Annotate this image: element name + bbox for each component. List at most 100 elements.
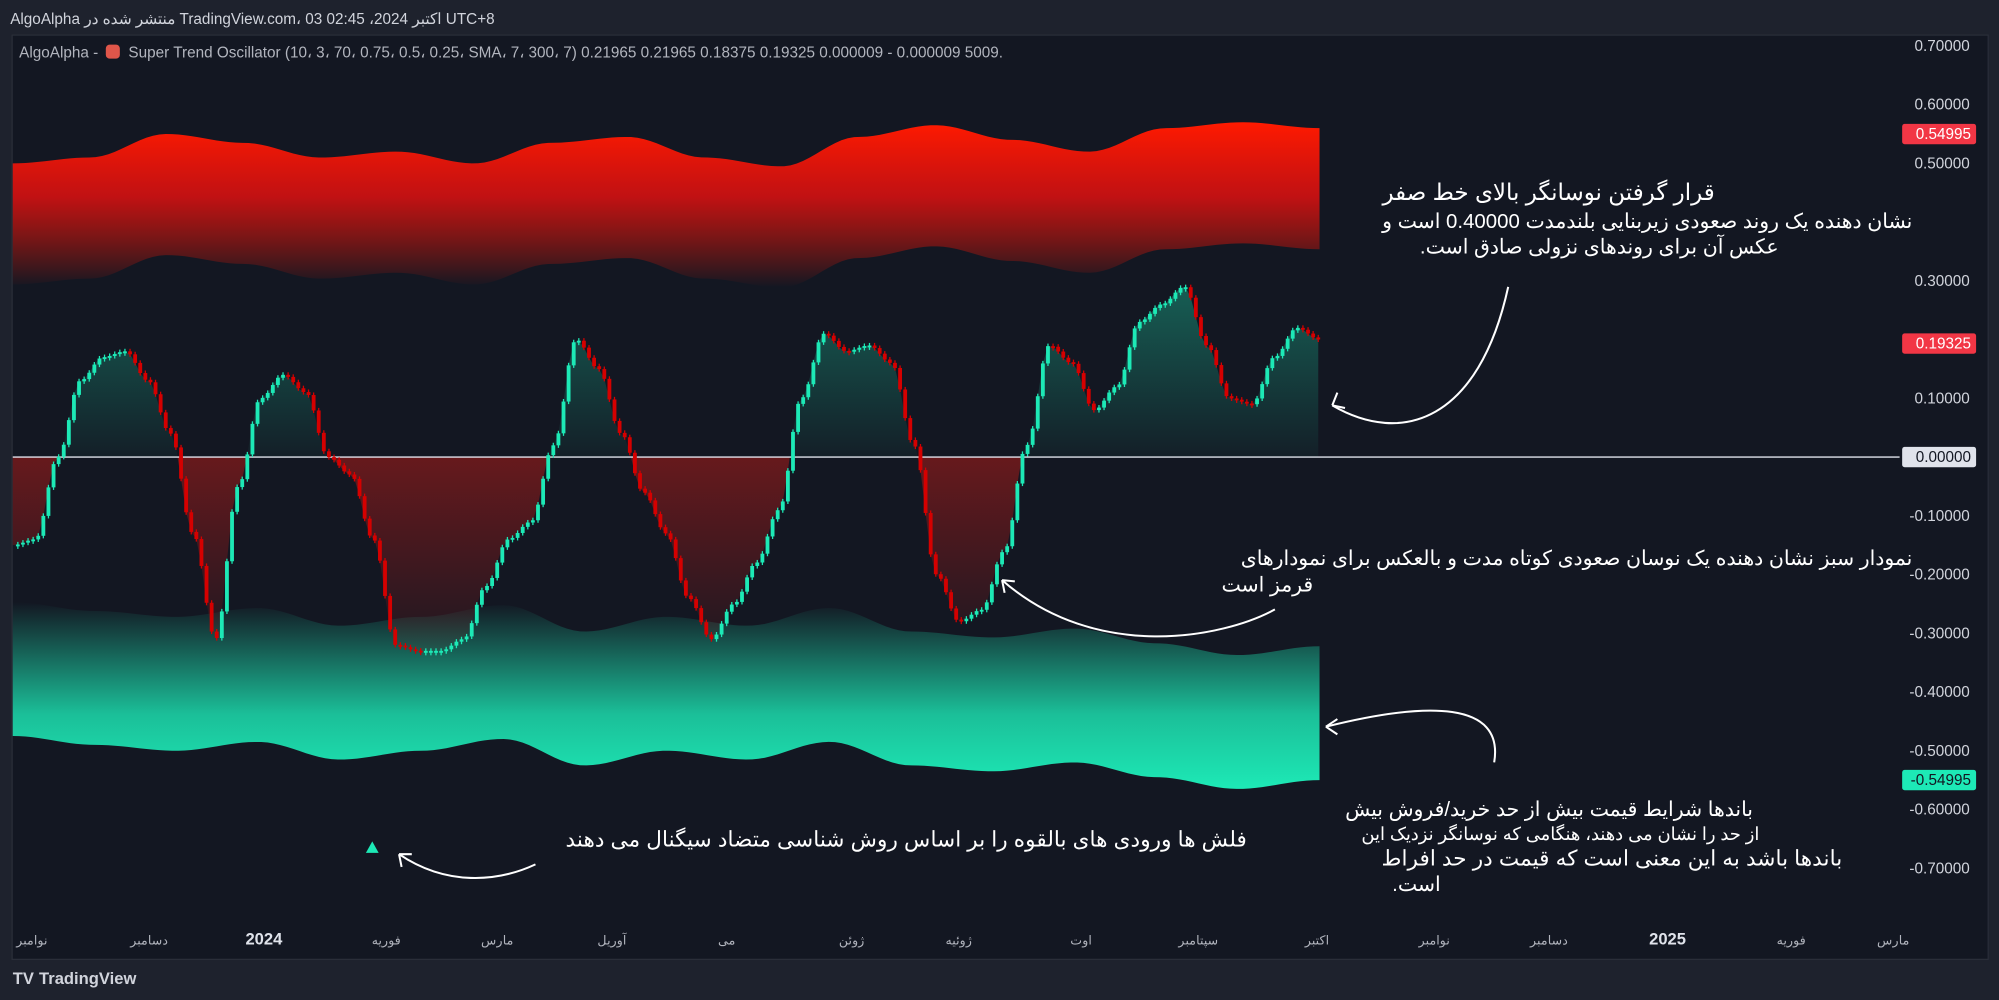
candle bbox=[1290, 330, 1295, 339]
candle bbox=[638, 473, 642, 489]
candle bbox=[296, 382, 301, 389]
candle bbox=[41, 515, 46, 536]
indicator-icon bbox=[106, 44, 121, 59]
candle bbox=[546, 455, 551, 479]
arrow-bands bbox=[1325, 709, 1497, 763]
candle bbox=[1010, 520, 1015, 547]
candle bbox=[1153, 307, 1157, 314]
candle bbox=[663, 527, 668, 534]
candle bbox=[1020, 453, 1025, 484]
candle bbox=[617, 420, 622, 433]
candle bbox=[495, 562, 500, 578]
candle bbox=[332, 457, 336, 460]
candle bbox=[1199, 317, 1203, 337]
candle bbox=[745, 577, 750, 592]
candle bbox=[485, 585, 489, 591]
candle bbox=[184, 478, 189, 513]
candle bbox=[15, 544, 20, 547]
candle bbox=[694, 599, 699, 609]
candle bbox=[1122, 369, 1127, 385]
candle bbox=[989, 584, 994, 603]
y-tick-label: 0.70000 bbox=[1914, 38, 1969, 55]
candle bbox=[592, 357, 597, 367]
candle bbox=[581, 340, 586, 348]
annotation-bands-3: باندها باشد به این معنی است که قیمت در ح… bbox=[1381, 846, 1843, 871]
upper-band bbox=[12, 122, 1320, 288]
published-info: AlgoAlpha منتشر شده در TradingView.com، … bbox=[10, 10, 495, 29]
candle bbox=[1301, 327, 1305, 330]
candle bbox=[434, 650, 438, 653]
candle bbox=[342, 465, 347, 472]
price-badge bbox=[1902, 333, 1977, 354]
candle bbox=[607, 378, 612, 400]
candle bbox=[1102, 400, 1106, 408]
candle bbox=[51, 464, 56, 488]
candle bbox=[1142, 319, 1147, 322]
candle bbox=[1168, 298, 1173, 304]
candle bbox=[806, 384, 811, 398]
candle bbox=[683, 580, 688, 596]
candle bbox=[378, 540, 382, 561]
candle bbox=[933, 554, 938, 575]
candle bbox=[836, 340, 841, 347]
candle bbox=[780, 501, 785, 511]
candle bbox=[301, 388, 306, 393]
price-badge-label: -0.54995 bbox=[1911, 772, 1971, 789]
candle bbox=[189, 512, 194, 532]
candle bbox=[454, 641, 459, 646]
candle bbox=[938, 574, 943, 579]
candle bbox=[536, 504, 540, 521]
x-tick-label: آوریل bbox=[597, 932, 627, 949]
candle bbox=[1015, 483, 1020, 521]
candle bbox=[179, 447, 183, 479]
candle bbox=[796, 403, 800, 432]
candle bbox=[1148, 313, 1152, 320]
candle bbox=[1030, 428, 1035, 445]
candle bbox=[153, 382, 158, 395]
candle bbox=[469, 623, 474, 637]
oscillator-area bbox=[12, 287, 1319, 651]
x-tick-label: مارس bbox=[481, 933, 513, 949]
y-tick-label: -0.50000 bbox=[1909, 743, 1969, 760]
candle bbox=[1295, 327, 1300, 331]
candle bbox=[1066, 357, 1071, 363]
annotation-arrows: فلش ها ورودی های بالقوه را بر اساس روش ش… bbox=[565, 827, 1247, 852]
candle bbox=[102, 357, 107, 360]
candle bbox=[903, 389, 908, 419]
tradingview-brand[interactable]: TV TradingView bbox=[13, 969, 137, 988]
candle bbox=[791, 431, 795, 471]
candle bbox=[505, 539, 510, 548]
candle bbox=[750, 565, 755, 578]
candle bbox=[276, 377, 280, 385]
annotation-bands-4: است. bbox=[1392, 874, 1441, 897]
candle bbox=[117, 352, 122, 355]
candle bbox=[291, 376, 296, 383]
indicator-legend[interactable]: AlgoAlpha - Super Trend Oscillator (10، … bbox=[19, 43, 1003, 61]
candle bbox=[77, 381, 81, 395]
candle bbox=[765, 536, 770, 554]
candle bbox=[327, 451, 331, 458]
candle bbox=[123, 351, 127, 354]
candle bbox=[1255, 398, 1259, 405]
candle bbox=[265, 392, 270, 398]
candle bbox=[1265, 368, 1270, 385]
annotation-zero-line-3: عکس آن برای روندهای نزولی صادق است. bbox=[1419, 237, 1779, 259]
candle bbox=[383, 560, 387, 596]
candle bbox=[1183, 287, 1188, 290]
candle bbox=[622, 432, 627, 438]
x-tick-label: سپتامبر bbox=[1177, 933, 1218, 949]
candle bbox=[97, 358, 102, 365]
candle bbox=[1000, 552, 1004, 565]
arrow-green-bars bbox=[1001, 579, 1276, 638]
candle bbox=[755, 562, 760, 566]
annotation-bands-1: باندها شرایط قیمت بیش از حد خرید/فروش بی… bbox=[1345, 799, 1753, 822]
candle bbox=[357, 478, 362, 497]
candle bbox=[286, 374, 291, 377]
candle bbox=[821, 333, 826, 343]
candle bbox=[281, 374, 285, 378]
candle bbox=[500, 547, 505, 563]
x-tick-label: فوریه bbox=[372, 933, 401, 949]
candle bbox=[724, 611, 729, 624]
candle bbox=[653, 500, 658, 515]
